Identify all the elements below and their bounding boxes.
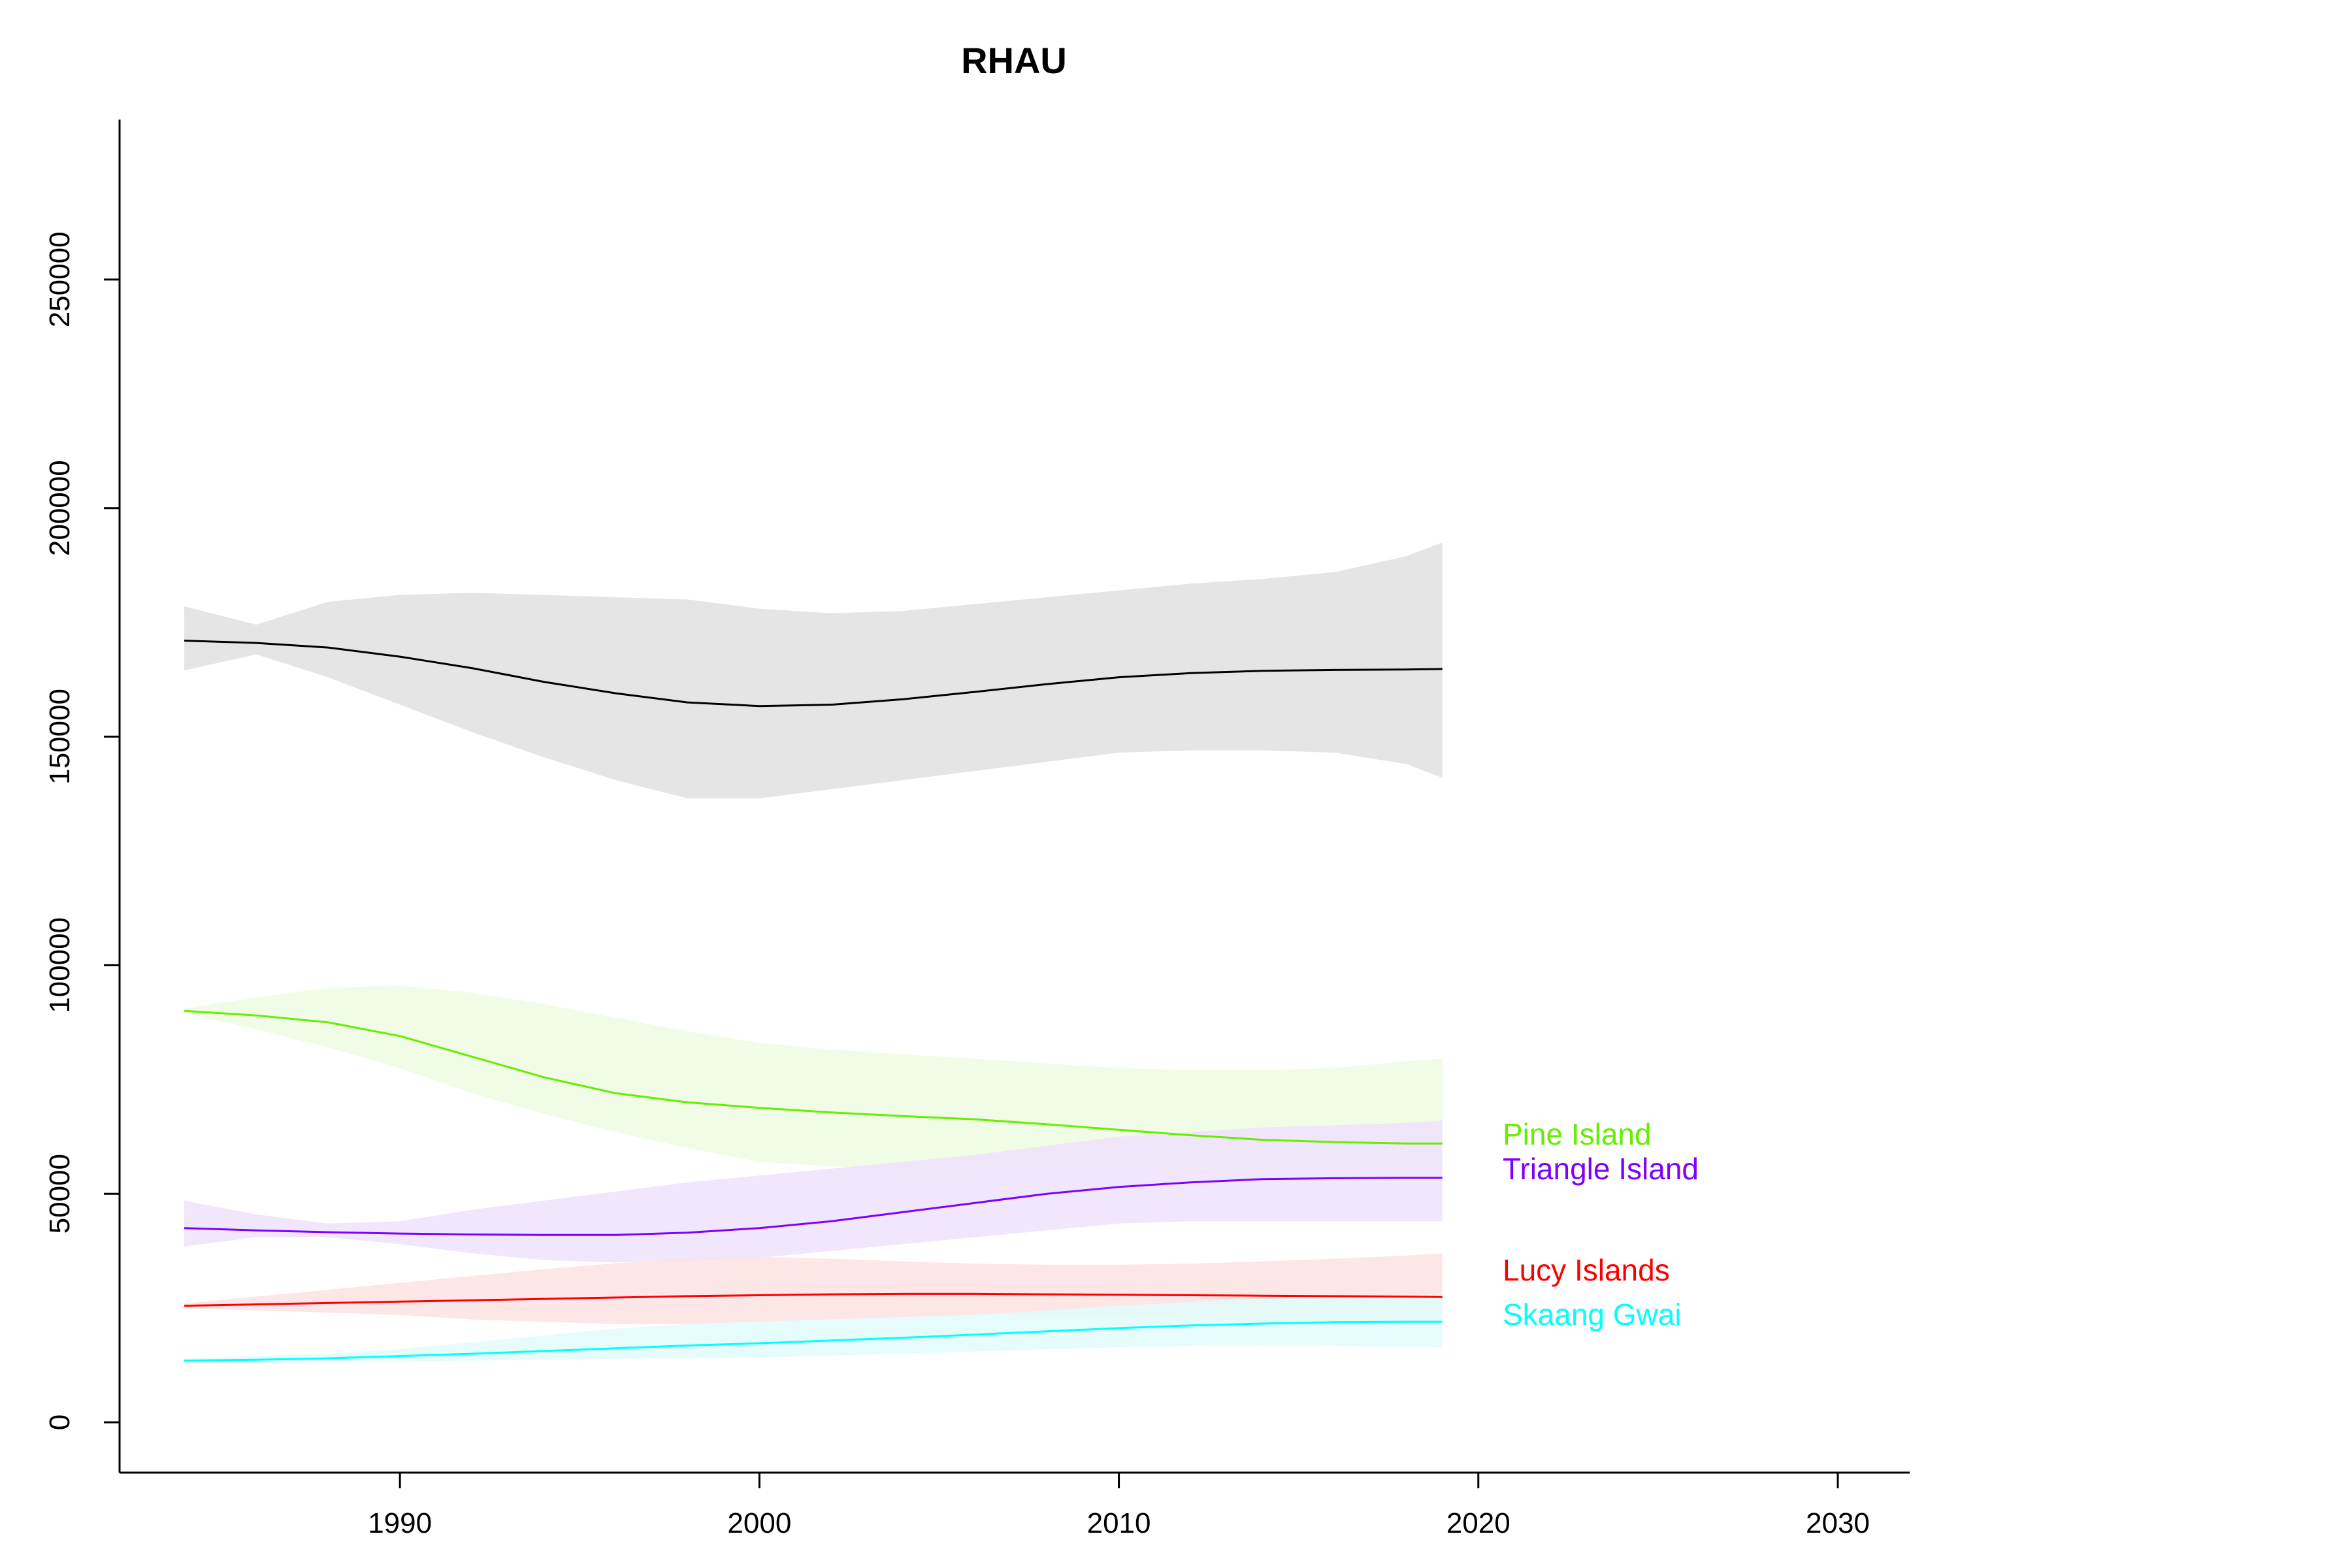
overall-line [184, 640, 1443, 708]
skaang-gwai-confidence-band [184, 1294, 1443, 1364]
y-tick-label: 0 [44, 1414, 76, 1430]
axes [118, 120, 1910, 1474]
x-tick-label: 1990 [368, 1507, 432, 1539]
y-tick-label: 50000 [44, 1154, 76, 1233]
pine-island-line [184, 1009, 1443, 1145]
x-tick-label: 2010 [1087, 1507, 1151, 1539]
y-tick-label: 250000 [44, 231, 76, 327]
y-tick-label: 200000 [44, 460, 76, 556]
x-tick-label: 2000 [727, 1507, 791, 1539]
lucy-islands-line [184, 1292, 1443, 1307]
x-tick-label: 2020 [1446, 1507, 1511, 1539]
skaang-gwai-label: Skaang Gwai [1503, 1298, 1682, 1331]
triangle-island-confidence-band [184, 1120, 1443, 1263]
chart-title: RHAU [961, 40, 1067, 81]
pine-island-label: Pine Island [1503, 1117, 1652, 1151]
triangle-island-label: Triangle Island [1503, 1152, 1699, 1186]
y-tick-label: 150000 [44, 689, 76, 785]
y-tick-label: 100000 [44, 917, 76, 1013]
lucy-islands-label: Lucy Islands [1503, 1253, 1670, 1287]
pine-island-confidence-band [184, 985, 1443, 1169]
triangle-island-line [184, 1177, 1443, 1236]
series-lines [184, 640, 1443, 1362]
y-axis-ticks: 0 50000 100000 150000 200000 250000 [44, 231, 120, 1430]
overall-confidence-band [184, 542, 1443, 798]
skaang-gwai-line [184, 1320, 1443, 1362]
confidence-bands [184, 542, 1443, 1364]
x-axis-ticks: 1990 2000 2010 2020 2030 [368, 1473, 1870, 1539]
x-tick-label: 2030 [1806, 1507, 1870, 1539]
